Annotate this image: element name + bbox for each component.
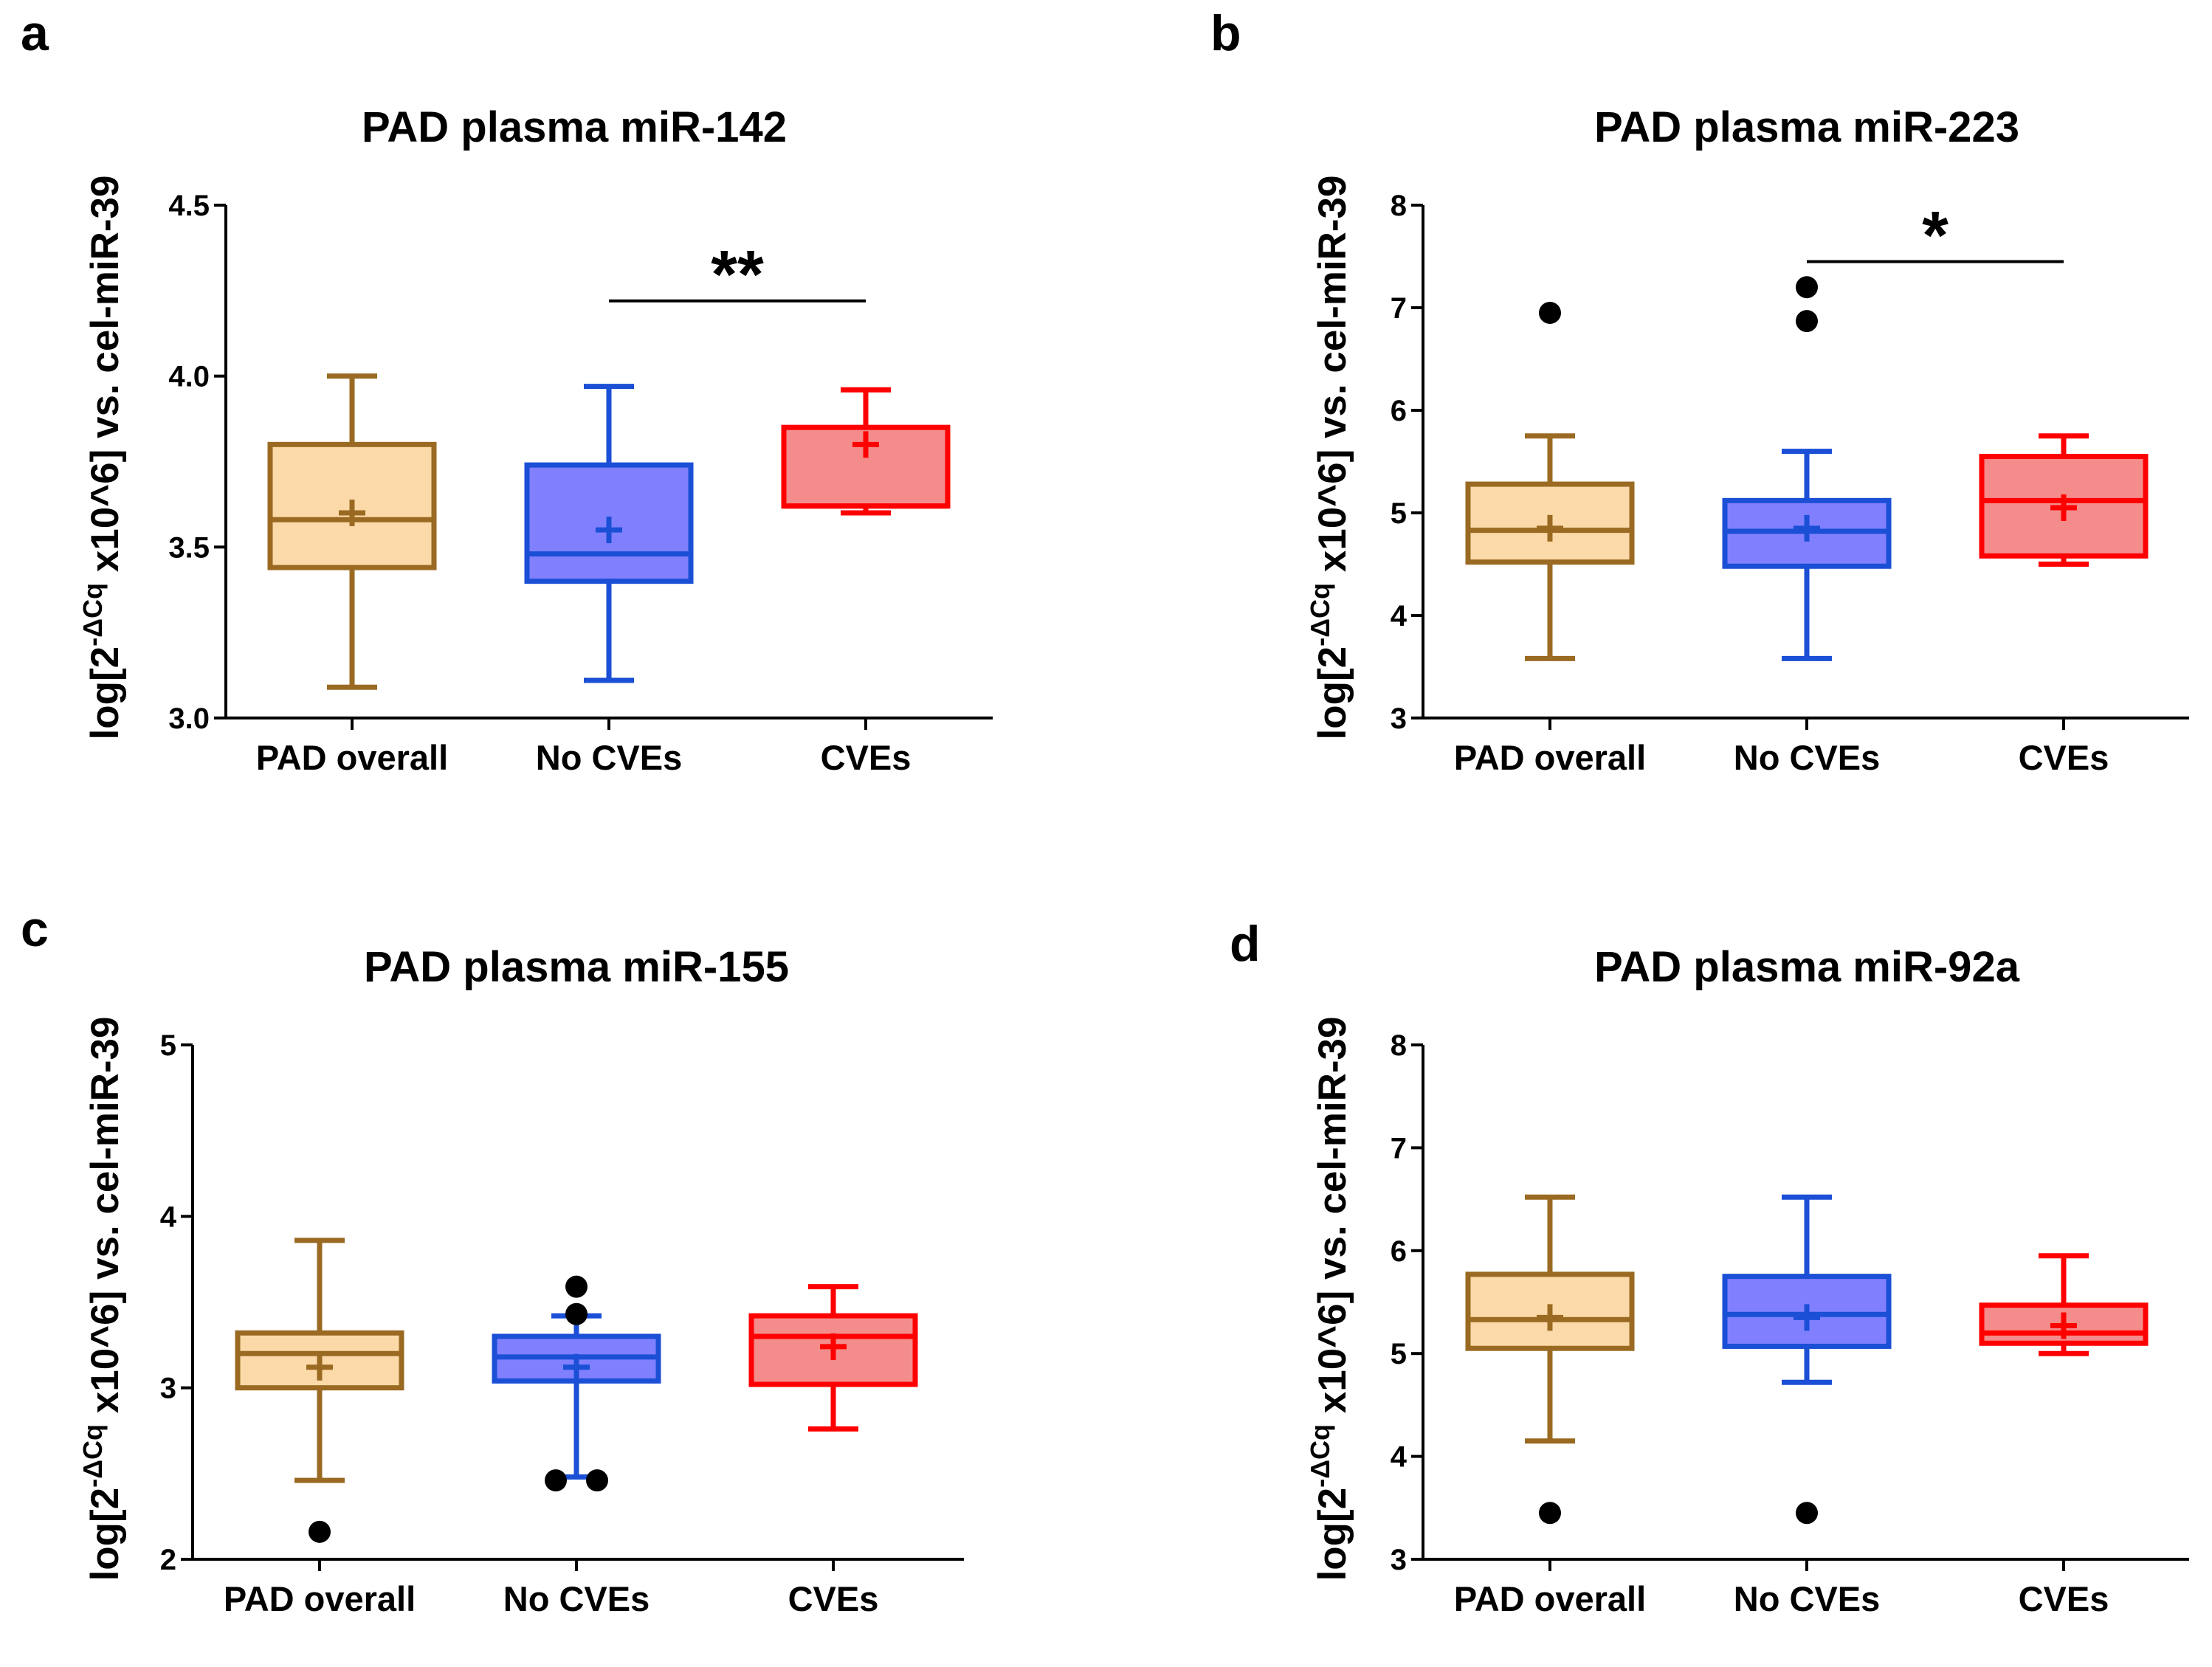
y-axis-title-base: log[2 (83, 646, 127, 740)
chart-panel-b: b PAD plasma miR-223 log[2-ΔCq x10^6] vs.… (1210, 5, 2189, 777)
y-tick-label: 4 (1391, 600, 1408, 632)
box-no-cves (1722, 1194, 1892, 1525)
outlier-point (1796, 310, 1818, 333)
y-axis-title-superscript: -ΔCq (77, 583, 108, 646)
x-tick-label: CVEs (788, 1579, 879, 1618)
panel-letter-a: a (21, 5, 49, 61)
chart-title: PAD plasma miR-92a (1594, 943, 2020, 991)
box-cves (1979, 433, 2149, 567)
y-axis-title-base: log[2 (83, 1488, 127, 1581)
x-tick-label: PAD overall (256, 738, 448, 777)
y-tick-label: 6 (1391, 395, 1407, 427)
outlier-point (1796, 276, 1818, 299)
y-tick-label: 7 (1391, 292, 1407, 325)
x-tick-label: PAD overall (224, 1579, 416, 1618)
box-cves (748, 1284, 918, 1432)
box-no-cves (492, 1275, 661, 1492)
y-axis-title: log[2-ΔCq x10^6] vs. cel-miR-39 (1305, 1017, 1354, 1581)
y-tick-label: 4 (1391, 1441, 1408, 1474)
y-axis-title-base: log[2 (1311, 646, 1354, 740)
x-tick-label: No CVEs (1734, 738, 1881, 777)
y-tick-label: 5 (160, 1029, 176, 1062)
box-pad-overall (235, 1238, 404, 1543)
outlier-point (1539, 1502, 1561, 1525)
y-axis-title-superscript: -ΔCq (77, 1424, 108, 1488)
y-tick-label: 2 (160, 1544, 176, 1576)
chart-title: PAD plasma miR-223 (1594, 103, 2019, 151)
y-tick-label: 6 (1391, 1235, 1407, 1268)
x-tick-label: CVEs (821, 738, 912, 777)
y-axis-title-rest: x10^6] vs. cel-miR-39 (83, 176, 127, 583)
y-axis-title-rest: x10^6] vs. cel-miR-39 (1311, 1017, 1354, 1424)
x-tick-label: No CVEs (536, 738, 683, 777)
panel-letter-b: b (1210, 5, 1241, 61)
y-axis-title-rest: x10^6] vs. cel-miR-39 (83, 1017, 127, 1424)
chart-panel-a: a PAD plasma miR-142 log[2-ΔCq x10^6] vs.… (21, 5, 993, 777)
x-tick-label: PAD overall (1454, 738, 1646, 777)
box-cves (781, 387, 951, 516)
y-tick-label: 3.5 (168, 531, 210, 564)
outlier-point (565, 1302, 588, 1325)
x-tick-label: No CVEs (1734, 1579, 1881, 1618)
box-pad-overall (1465, 301, 1635, 661)
y-tick-label: 4.0 (168, 361, 210, 393)
box-pad-overall (267, 373, 437, 690)
outlier-point (545, 1469, 567, 1492)
y-axis-title-rest: x10^6] vs. cel-miR-39 (1311, 176, 1354, 583)
x-tick-label: CVEs (2019, 738, 2109, 777)
outlier-point (1539, 301, 1561, 324)
panel-letter-d: d (1230, 916, 1261, 972)
chart-title: PAD plasma miR-142 (362, 103, 787, 151)
y-tick-label: 8 (1391, 190, 1407, 222)
panel-letter-c: c (21, 901, 49, 957)
y-tick-label: 5 (1391, 497, 1407, 530)
significance-label: ** (711, 238, 764, 313)
y-axis-title: log[2-ΔCq x10^6] vs. cel-miR-39 (77, 176, 127, 740)
outlier-point (1796, 1502, 1818, 1525)
significance-label: * (1922, 198, 1949, 273)
y-tick-label: 3 (1391, 703, 1407, 735)
box-pad-overall (1465, 1194, 1635, 1525)
y-axis-title-base: log[2 (1311, 1488, 1354, 1581)
outlier-point (586, 1469, 608, 1492)
y-axis-title: log[2-ΔCq x10^6] vs. cel-miR-39 (1305, 176, 1354, 740)
outlier-point (309, 1520, 331, 1543)
x-tick-label: CVEs (2019, 1579, 2109, 1618)
chart-title: PAD plasma miR-155 (364, 943, 789, 991)
iqr-box (748, 1313, 918, 1387)
x-tick-label: PAD overall (1454, 1579, 1646, 1618)
y-tick-label: 5 (1391, 1338, 1407, 1370)
x-tick-label: No CVEs (503, 1579, 650, 1618)
y-axis-title-superscript: -ΔCq (1305, 1424, 1335, 1488)
box-cves (1979, 1253, 2149, 1356)
y-tick-label: 4.5 (168, 190, 210, 222)
chart-panel-d: d PAD plasma miR-92a log[2-ΔCq x10^6] vs.… (1230, 916, 2189, 1618)
y-tick-label: 8 (1391, 1029, 1407, 1062)
box-no-cves (524, 384, 694, 683)
outlier-point (565, 1275, 588, 1298)
box-no-cves (1722, 276, 1892, 661)
y-tick-label: 3 (160, 1373, 176, 1405)
y-axis-title: log[2-ΔCq x10^6] vs. cel-miR-39 (77, 1017, 127, 1581)
y-tick-label: 4 (160, 1201, 177, 1233)
y-tick-label: 3.0 (168, 703, 210, 735)
y-tick-label: 7 (1391, 1132, 1407, 1164)
y-tick-label: 3 (1391, 1544, 1407, 1576)
y-axis-title-superscript: -ΔCq (1305, 583, 1335, 646)
chart-panel-c: c PAD plasma miR-155 log[2-ΔCq x10^6] vs.… (21, 901, 964, 1618)
